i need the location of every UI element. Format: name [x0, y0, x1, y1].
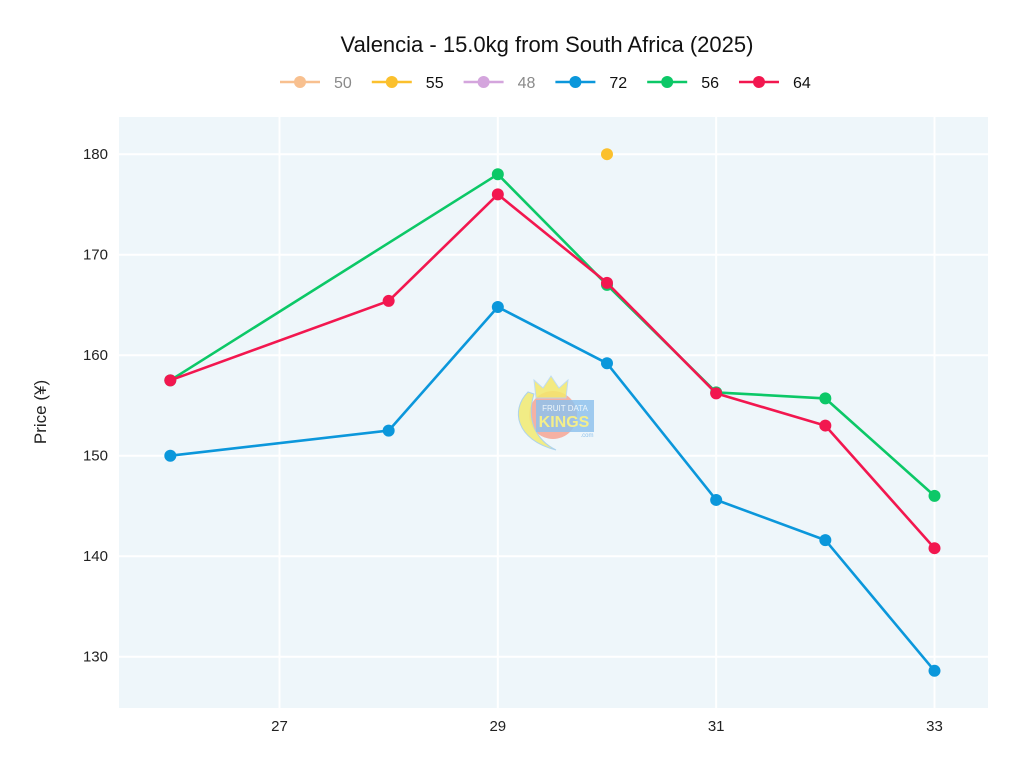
watermark-logo: FRUIT DATA KINGS .com [518, 375, 594, 451]
watermark-banner [536, 400, 594, 432]
x-tick-label: 27 [271, 718, 288, 735]
series-72 [164, 300, 941, 677]
y-tick-label: 140 [83, 548, 108, 565]
y-axis: 130 140 150 160 170 180 [83, 146, 108, 666]
data-point-64[interactable] [164, 374, 177, 387]
y-tick-label: 130 [83, 649, 108, 666]
watermark-banana-icon [518, 391, 557, 451]
legend-item-64[interactable]: 64 [738, 75, 811, 92]
data-point-64[interactable] [710, 387, 723, 400]
legend-label: 48 [518, 75, 536, 92]
y-tick-label: 180 [83, 146, 108, 163]
legend-label: 55 [426, 75, 444, 92]
data-point-64[interactable] [600, 276, 613, 289]
data-point-64[interactable] [928, 542, 941, 555]
legend-label: 50 [334, 75, 352, 92]
y-tick-label: 170 [83, 247, 108, 264]
legend-item-48[interactable]: 48 [463, 75, 536, 92]
legend-label: 64 [793, 75, 811, 92]
legend-label: 56 [701, 75, 719, 92]
data-point-72[interactable] [710, 493, 723, 506]
legend-marker-icon [294, 76, 306, 88]
watermark-crown-icon [533, 375, 569, 399]
y-tick-label: 160 [83, 347, 108, 364]
data-point-72[interactable] [164, 449, 177, 462]
data-point-72[interactable] [819, 534, 832, 547]
legend-item-55[interactable]: 55 [371, 75, 444, 92]
data-point-72[interactable] [491, 300, 504, 313]
legend-marker-icon [569, 76, 582, 88]
legend-item-72[interactable]: 72 [555, 75, 627, 92]
data-point-64[interactable] [491, 188, 504, 201]
watermark-text-3: .com [580, 433, 593, 439]
legend: 50 55 48 72 56 64 [280, 75, 811, 92]
data-point-56[interactable] [928, 489, 941, 502]
data-point-55[interactable] [600, 148, 613, 161]
data-point-72[interactable] [928, 664, 941, 677]
series-layer [164, 148, 941, 677]
series-64 [164, 188, 941, 555]
watermark-text-1: FRUIT DATA [542, 404, 588, 413]
x-tick-label: 29 [489, 718, 506, 735]
legend-marker-icon [661, 76, 674, 88]
legend-label: 72 [609, 75, 627, 92]
chart-title: Valencia - 15.0kg from South Africa (202… [341, 32, 754, 57]
data-point-56[interactable] [491, 168, 504, 181]
grid [119, 117, 988, 708]
legend-item-56[interactable]: 56 [647, 75, 719, 92]
y-tick-label: 150 [83, 448, 108, 465]
x-axis: 27 29 31 33 [271, 718, 943, 735]
data-point-64[interactable] [819, 419, 832, 432]
data-point-72[interactable] [600, 357, 613, 370]
series-55 [600, 148, 613, 161]
y-axis-label: Price (¥) [31, 380, 50, 444]
legend-marker-icon [385, 76, 398, 88]
x-tick-label: 31 [708, 718, 725, 735]
x-tick-label: 33 [926, 718, 943, 735]
data-point-72[interactable] [382, 424, 395, 437]
legend-marker-icon [477, 76, 490, 88]
data-point-64[interactable] [382, 294, 395, 307]
data-point-56[interactable] [819, 392, 832, 405]
watermark-text-2: KINGS [539, 414, 590, 431]
legend-item-50[interactable]: 50 [280, 75, 352, 92]
legend-marker-icon [752, 76, 765, 88]
